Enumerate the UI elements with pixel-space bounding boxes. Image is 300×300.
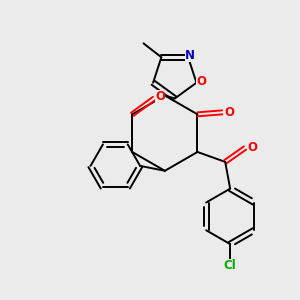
Text: O: O xyxy=(247,140,257,154)
Text: O: O xyxy=(196,75,206,88)
Text: Cl: Cl xyxy=(224,260,236,272)
Text: O: O xyxy=(224,106,234,119)
Text: N: N xyxy=(185,49,195,62)
Text: O: O xyxy=(155,90,165,103)
